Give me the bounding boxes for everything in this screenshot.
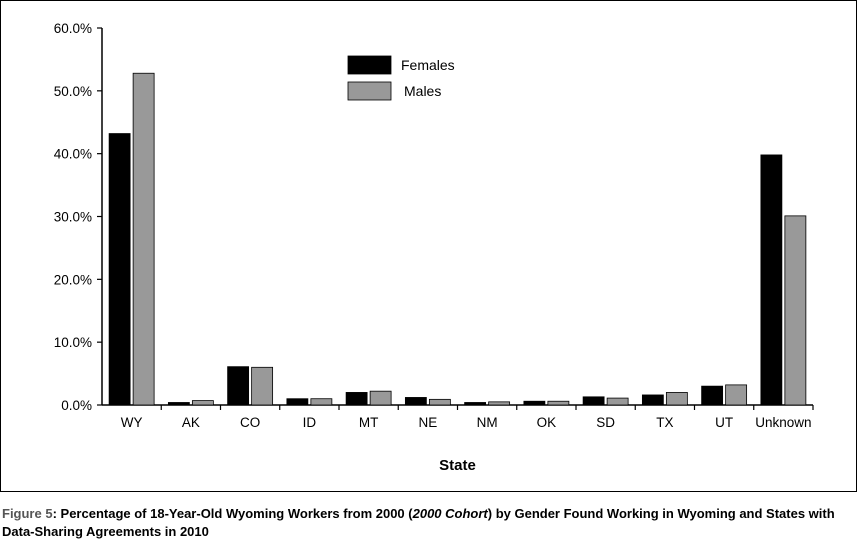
bar-chart: WY AK CO ID MT NE NM OK SD TX UT Unknown 0.0% 10.0% 2… [54,21,814,474]
bar-males-ak [191,400,214,406]
caption-italic: 2000 Cohort [412,506,488,521]
y-tick-labels: 0.0% 10.0% 20.0% 30.0% 40.0% 50.0% 60.0% [54,21,92,413]
y-tick-label: 60.0% [54,21,92,36]
bar-females-id [286,398,309,406]
y-tick-label: 40.0% [54,147,92,162]
bar-females-tx [641,394,664,406]
bar-females-mt [345,392,368,406]
x-tick-label: UT [715,415,733,430]
bar-males-ok [547,400,570,406]
legend-label-males: Males [404,83,441,99]
x-tick-label: ID [303,415,317,430]
y-tick-label: 10.0% [54,335,92,350]
bar-males-co [251,366,274,406]
x-tick-label: WY [121,415,143,430]
bar-males-ut [725,384,748,406]
bar-females-ut [701,385,724,406]
x-tick-label: AK [182,415,200,430]
y-tick-label: 50.0% [54,84,92,99]
x-tick-label: TX [656,415,673,430]
bar-males-wy [132,72,155,406]
figure-caption: Figure 5: Percentage of 18-Year-Old Wyom… [2,505,852,541]
x-tick-labels: WY AK CO ID MT NE NM OK SD TX UT Unknown [121,415,812,430]
bar-males-id [310,398,333,406]
y-tick-label: 20.0% [54,272,92,287]
x-tick-label: Unknown [755,415,811,430]
chart-bars [108,72,807,406]
chart-axes [97,27,814,410]
x-tick-label: MT [359,415,379,430]
y-tick-label: 30.0% [54,210,92,225]
figure-label: Figure 5 [2,506,53,521]
caption-text-1: : Percentage of 18-Year-Old Wyoming Work… [52,506,413,521]
bar-males-sd [606,397,629,406]
legend-label-females: Females [401,57,455,73]
x-tick-label: NE [418,415,437,430]
x-tick-label: SD [596,415,615,430]
x-tick-label: NM [477,415,498,430]
bar-females-nm [464,402,487,406]
bar-females-ok [523,400,546,406]
chart-frame [0,0,857,492]
x-axis-title: State [439,457,476,474]
bar-males-unknown [784,215,807,406]
bar-females-ne [404,397,427,406]
bar-females-co [227,366,250,406]
legend-swatch-females [347,55,392,75]
caption-text-2: ) by Gender Found Working in Wyoming and… [2,506,835,539]
bar-males-nm [488,401,511,406]
bar-males-tx [665,392,688,406]
legend-swatch-males [347,81,392,101]
x-tick-label: CO [240,415,260,430]
bar-males-mt [369,390,392,406]
x-tick-label: OK [537,415,557,430]
bar-males-ne [428,398,451,406]
bar-females-wy [108,133,131,406]
bar-females-sd [582,396,605,406]
chart-legend: Females Males [347,55,455,101]
bar-females-ak [167,402,190,406]
bar-females-unknown [760,154,783,406]
y-tick-label: 0.0% [61,398,92,413]
